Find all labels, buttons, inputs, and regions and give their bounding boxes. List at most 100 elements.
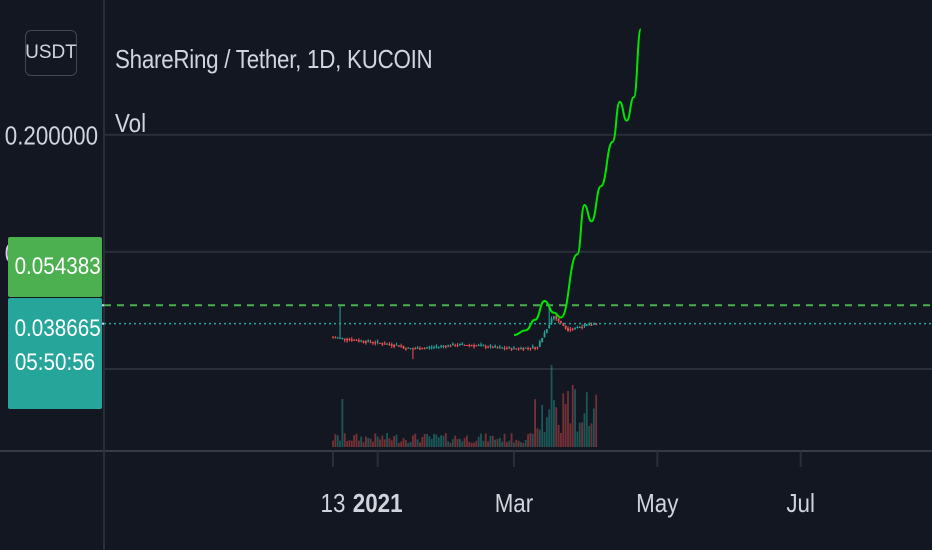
- volume-bar: [423, 433, 426, 447]
- volume-bar: [407, 442, 410, 447]
- volume-bar: [569, 423, 572, 447]
- volume-bar: [480, 433, 482, 447]
- volume-bar: [473, 442, 475, 447]
- volume-bar: [463, 437, 466, 447]
- candle-body: [555, 316, 558, 319]
- volume-bar: [515, 439, 518, 447]
- volume-bar: [346, 441, 348, 447]
- volume-bar: [416, 439, 419, 447]
- candle-body: [550, 318, 553, 324]
- candle-body: [346, 338, 348, 341]
- volume-bar: [592, 408, 595, 447]
- candle-body: [343, 338, 346, 340]
- volume-bar: [433, 433, 435, 447]
- volume-bar: [484, 433, 487, 447]
- candle-body: [372, 342, 374, 344]
- candle-body: [456, 345, 459, 347]
- volume-bar: [538, 429, 541, 447]
- volume-bar: [581, 422, 583, 447]
- volume-bar: [381, 435, 384, 447]
- candle-body: [423, 348, 426, 350]
- candle-body: [498, 346, 501, 348]
- volume-bar: [339, 440, 341, 447]
- volume-bar: [414, 433, 417, 447]
- volume-bars: [332, 365, 598, 447]
- candle-body: [581, 326, 583, 329]
- volume-bar: [437, 437, 440, 447]
- volume-bar: [470, 442, 473, 447]
- horizontal-price-lines: [96, 304, 932, 325]
- volume-bar: [397, 442, 400, 447]
- volume-bar: [517, 440, 520, 447]
- currency-unit-button[interactable]: USDT: [25, 30, 77, 76]
- candle-body: [520, 348, 522, 350]
- chart-title: ShareRing / Tether, 1D, KUCOIN: [115, 44, 433, 74]
- volume-bar: [421, 436, 424, 447]
- volume-bar: [374, 433, 377, 447]
- candle-body: [416, 347, 419, 349]
- candle-body: [393, 344, 395, 347]
- volume-bar: [524, 439, 527, 447]
- volume-bar: [477, 436, 480, 447]
- volume-bar: [390, 440, 393, 447]
- volume-bar: [365, 436, 367, 447]
- volume-bar: [376, 436, 379, 447]
- candle-body: [444, 346, 447, 348]
- candle-body: [534, 347, 536, 349]
- volume-bar: [353, 435, 356, 447]
- candle-body: [355, 340, 358, 342]
- volume-bar: [426, 434, 428, 447]
- candle-body: [494, 345, 497, 348]
- candle-body: [522, 348, 525, 350]
- last-price-badge: 0.038665 05:50:56: [8, 298, 102, 409]
- candle-body: [585, 324, 588, 326]
- volume-bar: [412, 435, 414, 447]
- candle-body: [466, 345, 468, 347]
- x-tick-label: 13: [321, 489, 346, 518]
- volume-bar: [454, 435, 457, 447]
- volume-bar: [595, 394, 598, 447]
- x-tick-label: Mar: [495, 489, 533, 518]
- volume-bar: [553, 400, 555, 447]
- candle-body: [442, 346, 445, 348]
- volume-bar: [520, 442, 522, 447]
- candle-body: [395, 344, 398, 346]
- volume-bar: [430, 438, 433, 447]
- volume-bar: [386, 433, 388, 447]
- candle-body: [440, 345, 442, 347]
- candle-body: [397, 345, 400, 347]
- volume-bar: [428, 436, 431, 447]
- candle-body: [543, 332, 546, 338]
- volume-bar: [459, 438, 461, 447]
- volume-bar: [585, 392, 588, 447]
- candle-body: [428, 346, 431, 348]
- volume-bar: [571, 384, 574, 447]
- volume-bar: [456, 439, 459, 447]
- candle-body: [564, 325, 567, 329]
- candle-body: [386, 343, 388, 345]
- candle-body: [571, 328, 574, 330]
- candle-body: [548, 324, 551, 328]
- candle-body: [515, 348, 518, 350]
- volume-indicator-label[interactable]: Vol: [115, 108, 147, 138]
- volume-bar: [332, 440, 334, 447]
- candle-body: [491, 346, 494, 349]
- volume-bar: [348, 440, 351, 447]
- candle-body: [473, 345, 475, 347]
- volume-bar: [536, 428, 539, 447]
- volume-bar: [482, 440, 485, 447]
- volume-bar: [419, 442, 421, 447]
- volume-bar: [435, 434, 438, 447]
- candle-body: [449, 345, 452, 347]
- candle-body: [574, 328, 576, 330]
- candle-body: [336, 337, 339, 339]
- candle-body: [376, 341, 379, 343]
- volume-bar: [451, 439, 454, 447]
- candle-body: [388, 344, 391, 346]
- volume-bar: [360, 436, 363, 447]
- volume-bar: [447, 441, 450, 447]
- bar-countdown: 05:50:56: [14, 349, 96, 376]
- candle-body: [480, 344, 482, 346]
- x-tick-label: May: [636, 489, 679, 518]
